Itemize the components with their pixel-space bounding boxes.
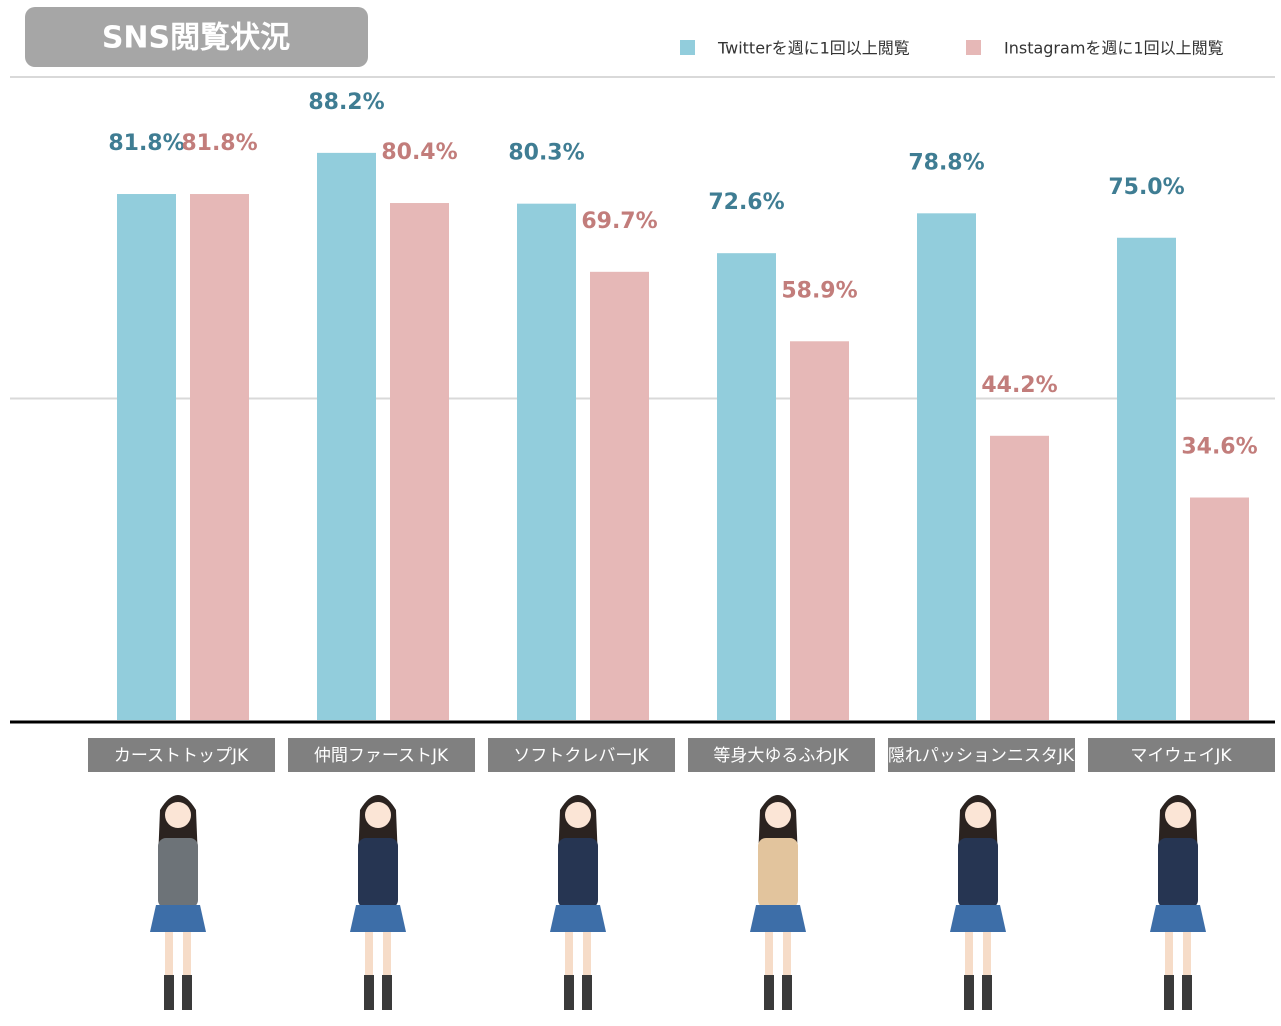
skirt — [550, 905, 606, 932]
legend-label: Instagramを週に1回以上閲覧 — [1004, 39, 1224, 58]
bar — [190, 194, 249, 720]
bar — [717, 253, 776, 720]
head — [565, 802, 591, 828]
legend-swatch — [966, 40, 981, 55]
value-label: 81.8% — [181, 131, 257, 156]
figure-illustration — [550, 795, 606, 1010]
sock — [782, 975, 792, 1010]
x-tick-label: マイウェイJK — [1130, 746, 1232, 766]
value-label: 88.2% — [308, 90, 384, 115]
x-tick-label: ソフトクレバーJK — [513, 746, 649, 766]
value-label: 80.3% — [508, 141, 584, 166]
sock — [382, 975, 392, 1010]
value-label: 44.2% — [981, 373, 1057, 398]
sock — [564, 975, 574, 1010]
skirt — [750, 905, 806, 932]
value-label: 58.9% — [781, 278, 857, 303]
value-label: 34.6% — [1181, 435, 1257, 460]
value-label: 75.0% — [1108, 175, 1184, 200]
sock — [1164, 975, 1174, 1010]
sock — [364, 975, 374, 1010]
head — [965, 802, 991, 828]
chart: SNS閲覧状況 Twitterを週に1回以上閲覧 Instagramを週に1回以上… — [0, 0, 1281, 1026]
torso — [158, 838, 198, 908]
torso — [958, 838, 998, 908]
value-label: 69.7% — [581, 209, 657, 234]
torso — [758, 838, 798, 908]
figure-illustration — [750, 795, 806, 1010]
bar — [1117, 238, 1176, 720]
figure-illustration — [150, 795, 206, 1010]
head — [165, 802, 191, 828]
sock — [1182, 975, 1192, 1010]
bar — [917, 213, 976, 720]
legend-swatch — [680, 40, 695, 55]
bar — [317, 153, 376, 720]
skirt — [950, 905, 1006, 932]
bar — [1190, 498, 1249, 720]
sock — [164, 975, 174, 1010]
sock — [982, 975, 992, 1010]
figure-illustration — [950, 795, 1006, 1010]
chart-title: SNS閲覧状況 — [102, 21, 290, 56]
bar — [990, 436, 1049, 720]
skirt — [1150, 905, 1206, 932]
x-tick-label: カーストトップJK — [114, 746, 249, 766]
x-tick-label: 隠れパッションニスタJK — [888, 746, 1075, 766]
bar — [590, 272, 649, 720]
value-label: 78.8% — [908, 150, 984, 175]
torso — [558, 838, 598, 908]
value-label: 80.4% — [381, 140, 457, 165]
sock — [964, 975, 974, 1010]
bar — [517, 204, 576, 720]
bar — [390, 203, 449, 720]
figure-illustration — [350, 795, 406, 1010]
skirt — [150, 905, 206, 932]
value-label: 72.6% — [708, 190, 784, 215]
torso — [358, 838, 398, 908]
torso — [1158, 838, 1198, 908]
bar — [117, 194, 176, 720]
figure-illustration — [1150, 795, 1206, 1010]
value-label: 81.8% — [108, 131, 184, 156]
bar — [790, 341, 849, 720]
sock — [764, 975, 774, 1010]
legend-label: Twitterを週に1回以上閲覧 — [717, 39, 910, 58]
x-tick-label: 仲間ファーストJK — [314, 746, 449, 766]
head — [1165, 802, 1191, 828]
sock — [182, 975, 192, 1010]
x-tick-label: 等身大ゆるふわJK — [713, 746, 849, 766]
head — [765, 802, 791, 828]
head — [365, 802, 391, 828]
sock — [582, 975, 592, 1010]
skirt — [350, 905, 406, 932]
